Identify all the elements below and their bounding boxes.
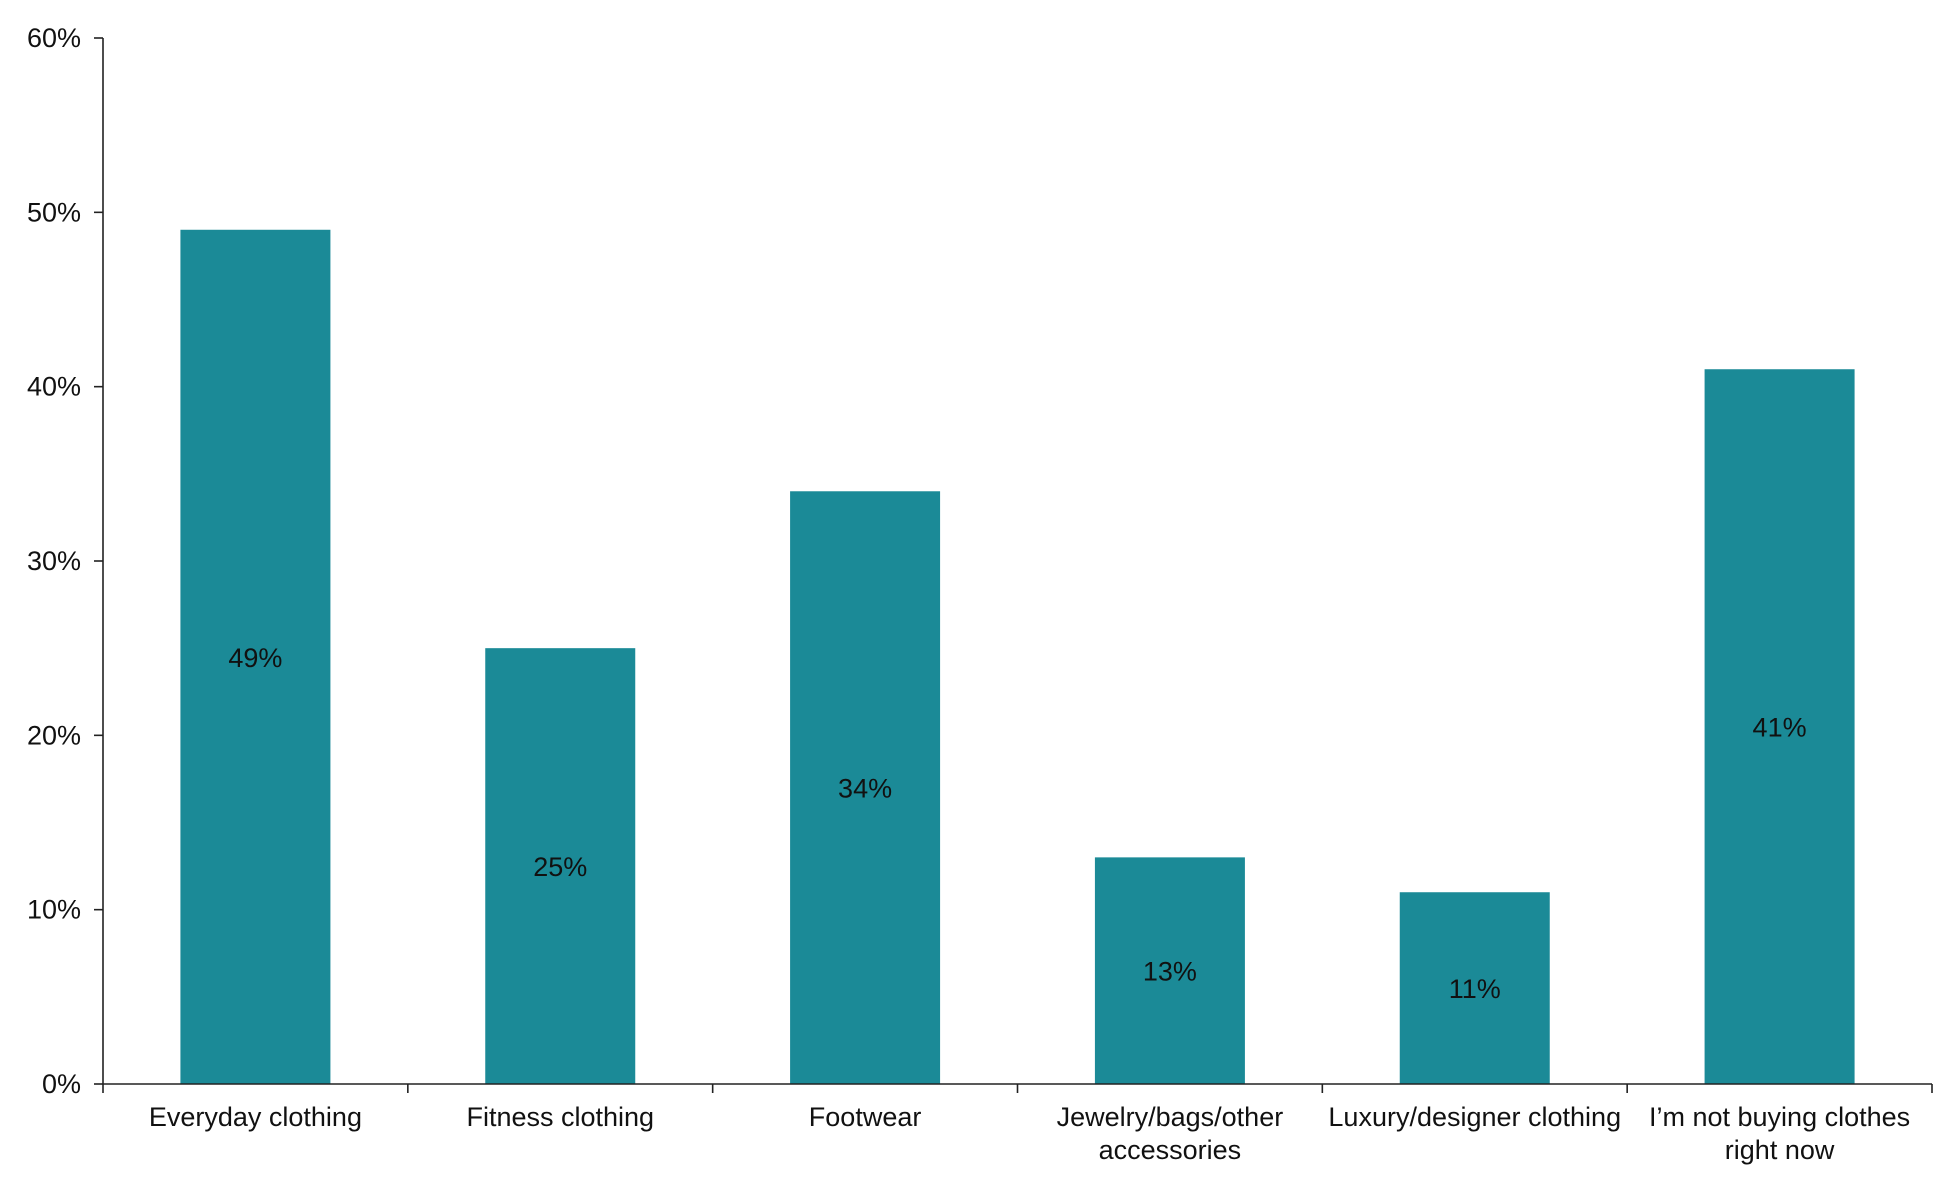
x-tick-label-line: right now [1725, 1135, 1835, 1165]
axes-group [102, 38, 1932, 1085]
y-tick-label: 50% [27, 197, 81, 227]
bar [1094, 857, 1245, 1084]
bars-group [180, 229, 1855, 1084]
data-label: 49% [228, 643, 282, 673]
x-tick-label-line: Footwear [809, 1102, 922, 1132]
bar [1399, 892, 1550, 1084]
data-label: 13% [1143, 957, 1197, 987]
data-labels-group: 49% 25% 34% 13% 11% 41% [228, 643, 1806, 1004]
x-tick-label-line: Everyday clothing [149, 1102, 362, 1132]
x-tick-label: I’m not buying clothes right now [1649, 1102, 1910, 1165]
y-tick-label: 20% [27, 720, 81, 750]
x-tick-label-line: Jewelry/bags/other [1057, 1102, 1284, 1132]
data-label: 34% [838, 774, 892, 804]
y-tick-label: 40% [27, 372, 81, 402]
bar [790, 491, 941, 1084]
x-tick-label: Footwear [809, 1102, 922, 1132]
x-tick-label-line: Luxury/designer clothing [1328, 1102, 1621, 1132]
x-tick-label-line: accessories [1099, 1135, 1242, 1165]
y-tick-label: 60% [27, 23, 81, 53]
y-tick-label: 0% [42, 1069, 81, 1099]
bar [180, 229, 331, 1084]
x-tick-label-line: I’m not buying clothes [1649, 1102, 1910, 1132]
y-ticks-group: 0% 10% 20% 30% 40% 50% 60% [27, 23, 103, 1099]
data-label: 11% [1449, 974, 1501, 1004]
x-tick-label: Everyday clothing [149, 1102, 362, 1132]
x-tick-label: Fitness clothing [466, 1102, 654, 1132]
x-ticks-group: Everyday clothing Fitness clothing Footwea… [102, 1084, 1933, 1165]
x-tick-label-line: Fitness clothing [466, 1102, 654, 1132]
bar [1704, 369, 1855, 1084]
bar [485, 648, 636, 1084]
x-tick-label: Luxury/designer clothing [1328, 1102, 1621, 1132]
data-label: 41% [1753, 713, 1807, 743]
y-tick-label: 10% [27, 895, 81, 925]
x-tick-label: Jewelry/bags/other accessories [1057, 1102, 1284, 1165]
data-label: 25% [533, 852, 587, 882]
y-tick-label: 30% [27, 546, 81, 576]
